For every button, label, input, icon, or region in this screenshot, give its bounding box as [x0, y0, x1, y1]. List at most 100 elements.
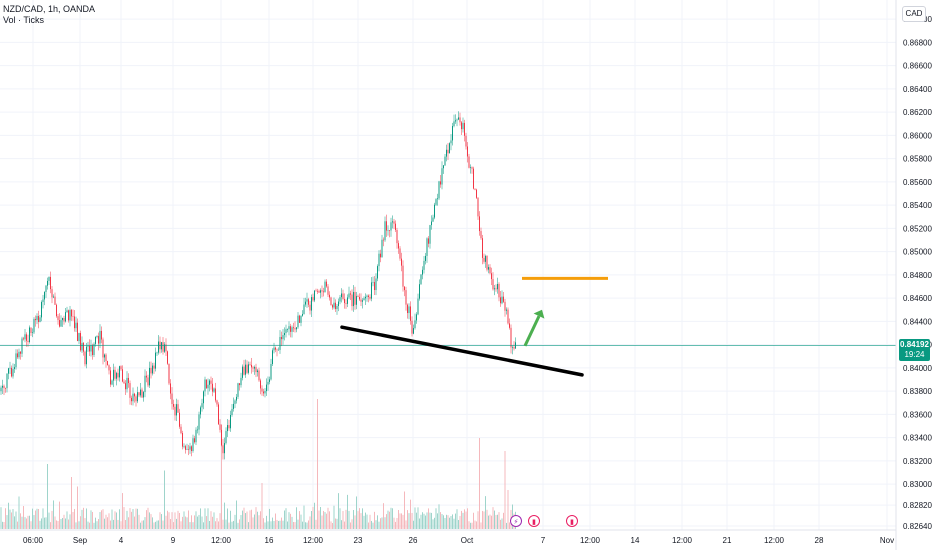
candle-body: [455, 120, 456, 122]
candle-body: [443, 165, 444, 169]
volume-bar: [170, 519, 171, 529]
volume-bar: [455, 513, 456, 529]
candle-body: [141, 389, 143, 398]
candle-body: [431, 221, 432, 226]
candle-body: [36, 315, 38, 321]
volume-bar: [210, 511, 212, 529]
volume-bar: [464, 509, 465, 529]
candle-body: [330, 297, 332, 306]
candle-body: [51, 289, 53, 298]
volume-bar: [462, 512, 464, 529]
lightning-icon[interactable]: ⚡: [510, 515, 522, 527]
candle-body: [308, 299, 309, 305]
candle-body: [477, 197, 479, 217]
volume-bar: [126, 510, 128, 529]
candle-body: [233, 403, 234, 409]
volume-bar: [203, 522, 204, 529]
candle-body: [71, 309, 72, 317]
volume-bar: [84, 518, 86, 529]
volume-bar: [44, 517, 45, 529]
time-tick-label: 14: [631, 536, 640, 545]
flag-icon[interactable]: ▮: [566, 515, 578, 527]
candle-body: [78, 333, 80, 341]
candle-body: [74, 316, 75, 329]
price-scale[interactable]: [896, 0, 932, 550]
volume-bar: [3, 522, 5, 529]
candle-body: [18, 351, 20, 358]
volume-bar: [317, 399, 318, 529]
candle-body: [447, 149, 449, 154]
candle-body: [513, 347, 515, 349]
candle-body: [47, 280, 48, 286]
volume-bar: [476, 521, 477, 529]
volume-bar: [218, 521, 219, 529]
volume-bar: [372, 522, 374, 529]
candle-body: [5, 388, 6, 389]
volume-bar: [303, 505, 305, 529]
candle-body: [164, 344, 165, 352]
candle-body: [243, 366, 245, 375]
volume-bar: [344, 521, 345, 529]
volume-bar: [411, 512, 413, 529]
candle-body: [59, 320, 60, 327]
candle-body: [68, 310, 69, 321]
currency-badge[interactable]: CAD: [902, 6, 926, 22]
volume-bar: [5, 508, 6, 529]
candle-body: [435, 199, 437, 205]
indicator-label[interactable]: Vol · Ticks: [3, 15, 45, 25]
up-arrow[interactable]: [523, 309, 545, 347]
candle-body: [263, 391, 264, 394]
candle-body: [374, 282, 375, 291]
flag-icon[interactable]: ▮: [528, 515, 540, 527]
volume-bar: [323, 510, 324, 529]
volume-bar: [417, 507, 419, 529]
candle-body: [480, 231, 482, 239]
candle-body: [192, 438, 194, 451]
candle-body: [434, 204, 435, 218]
volume-bar: [23, 506, 24, 529]
symbol-title[interactable]: NZD/CAD, 1h, OANDA: [3, 4, 96, 14]
price-tick-label: 0.86400: [903, 85, 932, 94]
candle-body: [62, 318, 63, 321]
candle-body: [206, 379, 207, 389]
candle-body: [387, 230, 389, 231]
candle-body: [261, 388, 263, 392]
price-tick-label: 0.85200: [903, 224, 932, 233]
trendline[interactable]: [340, 325, 584, 377]
volume-bar: [428, 508, 429, 529]
volume-bar: [197, 516, 198, 529]
candle-body: [15, 353, 17, 368]
volume-bar: [51, 510, 53, 529]
candle-body: [465, 135, 467, 147]
volume-bar: [477, 511, 479, 529]
volume-bar: [209, 520, 210, 529]
candle-body: [357, 296, 359, 298]
volume-bar: [377, 515, 378, 529]
volume-bar: [339, 508, 341, 529]
candle-body: [384, 221, 386, 241]
volume-bar: [365, 512, 366, 529]
volume-bar: [33, 515, 35, 529]
volume-bar: [120, 521, 122, 529]
candle-body: [143, 392, 144, 398]
candle-body: [377, 266, 378, 279]
time-tick-label: 12:00: [764, 536, 785, 545]
candle-body: [105, 354, 107, 362]
volume-bar: [206, 516, 207, 529]
candle-body: [507, 309, 509, 324]
candle-body: [126, 377, 128, 390]
candle-body: [318, 291, 320, 293]
candle-body: [345, 303, 347, 304]
volume-bar: [446, 514, 447, 529]
volume-bar: [332, 522, 333, 529]
volume-bar: [165, 515, 167, 529]
volume-bars: [0, 399, 516, 529]
candle-body: [242, 366, 243, 378]
volume-bar: [288, 512, 290, 529]
volume-bar: [89, 522, 90, 529]
candle-body: [369, 296, 371, 299]
candle-body: [48, 276, 50, 281]
price-tick-label: 0.84600: [903, 294, 932, 303]
volume-bar: [213, 512, 215, 529]
